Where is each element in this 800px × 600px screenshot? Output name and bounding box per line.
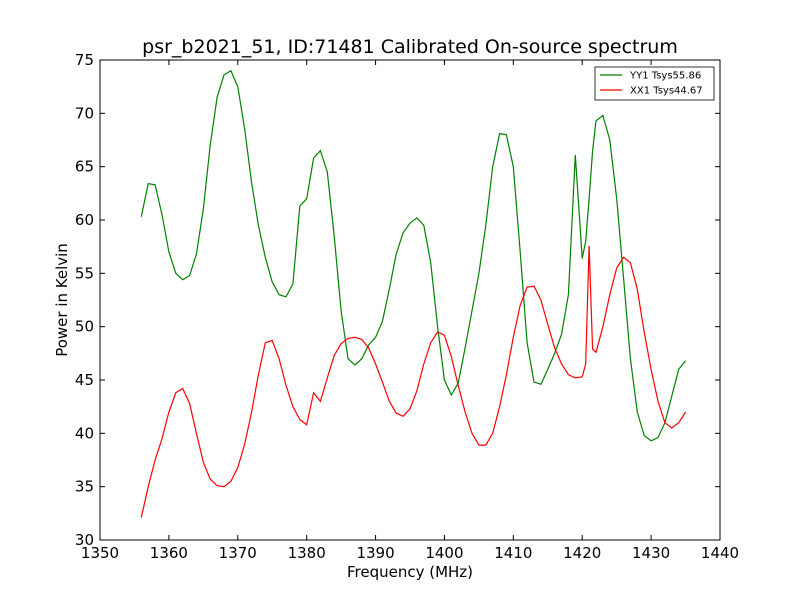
plot-lines	[140, 69, 687, 518]
x-axis-ticks: 1350 1360 1370 1380 1390 1400 1410 1420 1430 1440	[81, 60, 739, 562]
x-tick-label: 1380	[288, 544, 326, 562]
x-tick-label: 1440	[701, 544, 739, 562]
series-line-1	[140, 245, 687, 518]
y-tick-label: 70	[75, 104, 94, 122]
legend: YY1 Tsys55.86 XX1 Tsys44.67	[594, 66, 715, 101]
y-axis-ticks: 30 35 40 45 50 55 60 65 70 75	[75, 51, 720, 549]
y-tick-label: 75	[75, 51, 94, 69]
y-tick-label: 55	[75, 264, 94, 282]
plot-frame	[99, 59, 721, 541]
x-tick-label: 1390	[356, 544, 394, 562]
chart-title: psr_b2021_51, ID:71481 Calibrated On-sou…	[142, 36, 678, 58]
legend-label-1: XX1 Tsys44.67	[630, 86, 703, 97]
y-tick-label: 30	[75, 531, 94, 549]
y-tick-label: 65	[75, 158, 94, 176]
legend-box	[594, 66, 715, 101]
y-tick-label: 35	[75, 478, 94, 496]
y-tick-label: 50	[75, 318, 94, 336]
y-tick-label: 45	[75, 371, 94, 389]
x-tick-label: 1420	[563, 544, 601, 562]
x-tick-label: 1400	[425, 544, 463, 562]
x-tick-label: 1360	[150, 544, 188, 562]
series-line-0	[140, 69, 687, 442]
x-tick-label: 1410	[494, 544, 532, 562]
x-tick-label: 1350	[81, 544, 119, 562]
y-tick-label: 60	[75, 211, 94, 229]
x-tick-label: 1370	[219, 544, 257, 562]
x-tick-label: 1430	[632, 544, 670, 562]
legend-label-0: YY1 Tsys55.86	[629, 71, 701, 82]
y-axis-label: Power in Kelvin	[53, 243, 71, 357]
x-axis-label: Frequency (MHz)	[347, 563, 473, 581]
y-tick-label: 40	[75, 424, 94, 442]
